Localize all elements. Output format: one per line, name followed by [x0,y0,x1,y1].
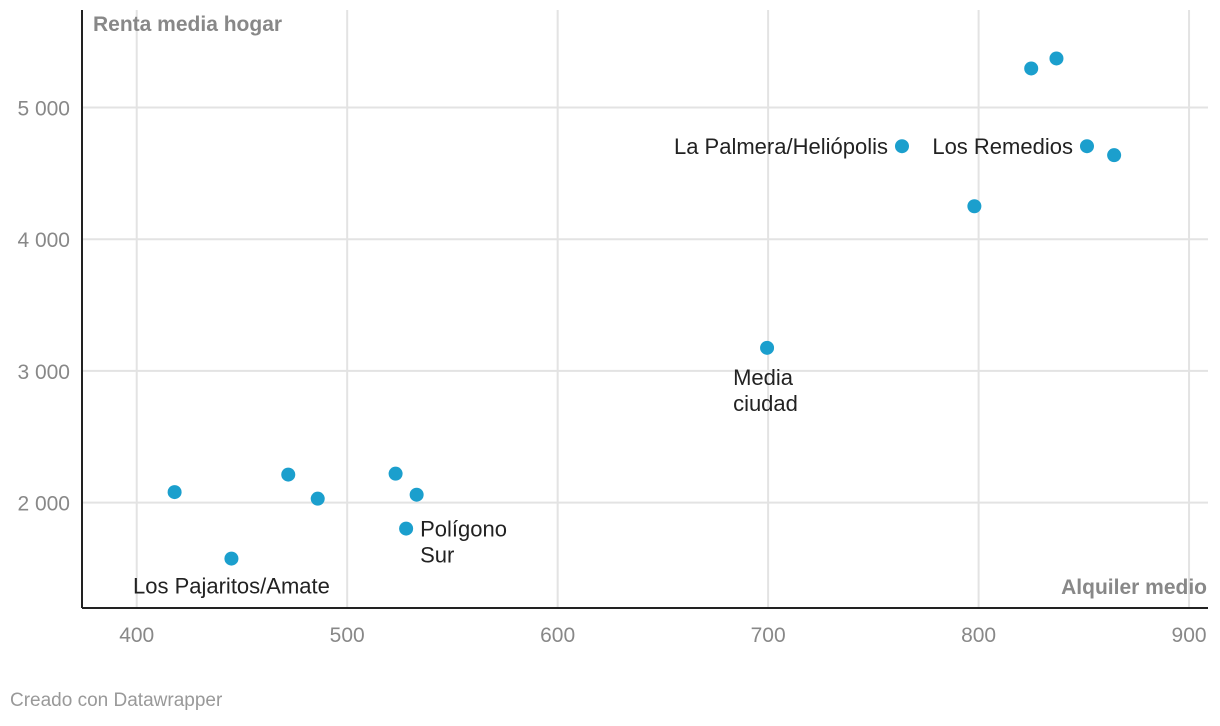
x-tick-label: 700 [751,624,786,647]
point-label: Los Pajaritos/Amate [133,574,330,599]
x-tick-label: 500 [330,624,365,647]
data-point [224,551,239,566]
y-tick-label: 2 000 [17,493,70,516]
data-point [1049,51,1064,66]
data-point [409,487,424,502]
y-tick-label: 4 000 [17,229,70,252]
scatter-chart: 400 500 600 700 800 900 2 000 3 000 4 000 5 000 R… [17,10,1208,647]
y-tick-label: 3 000 [17,361,70,384]
data-point [894,139,909,154]
y-axis-title: Renta media hogar [93,13,282,36]
data-point [281,467,296,482]
data-point [1024,61,1039,76]
data-point [167,485,182,500]
data-point [310,491,325,506]
point-label: Los Remedios [932,134,1073,159]
point-label: Polígono Sur [420,517,507,568]
point-label: La Palmera/Heliópolis [674,134,888,159]
data-point [388,466,403,481]
x-tick-label: 600 [540,624,575,647]
point-label: Media ciudad [733,365,798,416]
data-point [1107,148,1122,163]
data-point [760,340,775,355]
data-point [399,521,414,536]
y-tick-label: 5 000 [17,97,70,120]
x-axis-title: Alquiler medio [1061,576,1207,599]
x-tick-label: 400 [119,624,154,647]
x-tick-label: 800 [961,624,996,647]
data-point [967,199,982,214]
data-point [1079,139,1094,154]
footer-credit: Creado con Datawrapper [10,690,223,711]
x-tick-label: 900 [1172,624,1207,647]
